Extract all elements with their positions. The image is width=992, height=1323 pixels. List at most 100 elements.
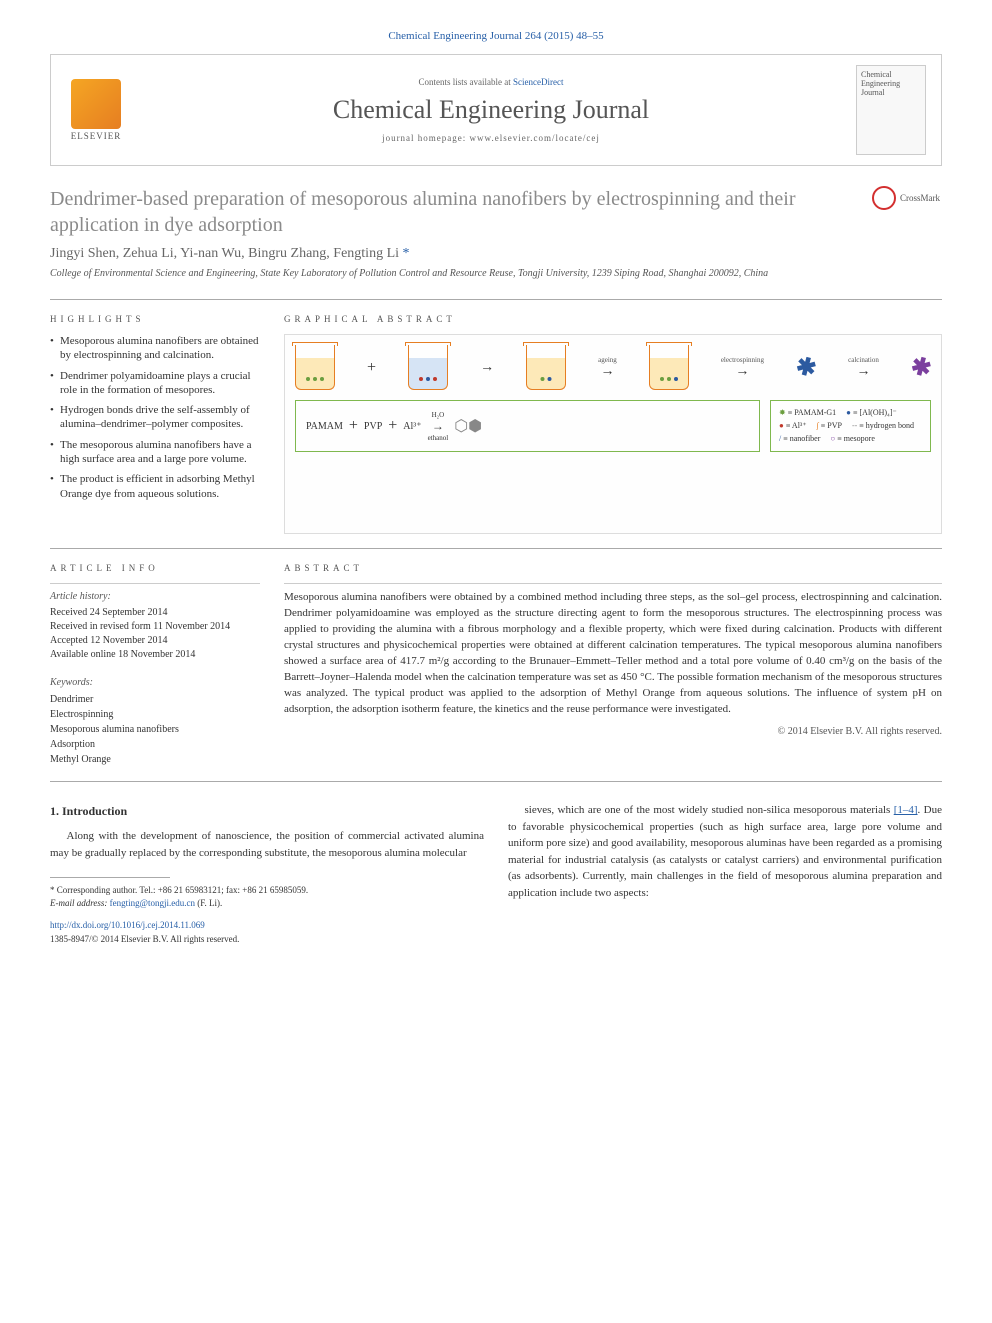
homepage-prefix: journal homepage: <box>382 133 469 143</box>
email-who: (F. Li). <box>195 898 222 908</box>
divider <box>284 583 942 584</box>
cover-line-1: Chemical <box>861 70 921 79</box>
email-label: E-mail address: <box>50 898 110 908</box>
highlight-item: Hydrogen bonds drive the self-assembly o… <box>50 403 260 432</box>
nanofiber-icon: ✱ <box>793 351 820 384</box>
highlight-item: The product is efficient in adsorbing Me… <box>50 472 260 501</box>
article-history: Article history: Received 24 September 2… <box>50 590 260 662</box>
legend-al3: ● ≡ Al³⁺ <box>779 420 807 433</box>
highlight-item: Mesoporous alumina nanofibers are obtain… <box>50 334 260 363</box>
arrow-icon: → <box>856 364 870 380</box>
corresponding-author-footnote: * Corresponding author. Tel.: +86 21 659… <box>50 884 484 909</box>
citation-header: Chemical Engineering Journal 264 (2015) … <box>50 30 942 42</box>
highlights-list: Mesoporous alumina nanofibers are obtain… <box>50 334 260 501</box>
footnote-separator <box>50 877 170 878</box>
journal-homepage-line: journal homepage: www.elsevier.com/locat… <box>126 133 856 143</box>
ga-formula-row: PAMAM + PVP + Al³⁺ H₂O → ethanol ⬡⬢ <box>295 400 931 452</box>
keyword-item: Electrospinning <box>50 707 260 722</box>
keyword-item: Methyl Orange <box>50 752 260 767</box>
formula-al: Al³⁺ <box>403 421 421 432</box>
reference-link[interactable]: [1–4] <box>894 804 918 816</box>
graphical-abstract: + → ageing → electrospinning → ✱ <box>284 334 942 534</box>
plus-icon: + <box>367 359 376 377</box>
authors-names: Jingyi Shen, Zehua Li, Yi-nan Wu, Bingru… <box>50 246 403 261</box>
contents-available-line: Contents lists available at ScienceDirec… <box>126 77 856 87</box>
legend-aloh: ● ≡ [Al(OH)₄]⁻ <box>846 407 897 420</box>
corresponding-email-link[interactable]: fengting@tongji.edu.cn <box>110 898 195 908</box>
keyword-item: Mesoporous alumina nanofibers <box>50 722 260 737</box>
nanofiber-icon: ✱ <box>907 351 934 384</box>
keyword-item: Adsorption <box>50 737 260 752</box>
highlight-item: Dendrimer polyamidoamine plays a crucial… <box>50 369 260 398</box>
arrow-icon: → <box>735 364 749 380</box>
body-paragraph: sieves, which are one of the most widely… <box>508 802 942 901</box>
history-label: Article history: <box>50 590 260 604</box>
journal-name: Chemical Engineering Journal <box>126 95 856 125</box>
history-received: Received 24 September 2014 <box>50 606 260 620</box>
cover-line-3: Journal <box>861 88 921 97</box>
highlight-item: The mesoporous alumina nanofibers have a… <box>50 438 260 467</box>
formula-box: PAMAM + PVP + Al³⁺ H₂O → ethanol ⬡⬢ <box>295 400 760 452</box>
contents-prefix: Contents lists available at <box>419 77 513 87</box>
elsevier-logo: ELSEVIER <box>66 75 126 145</box>
crossmark-label: CrossMark <box>900 193 940 203</box>
beaker-icon <box>526 345 566 390</box>
cover-line-2: Engineering <box>861 79 921 88</box>
legend-mesopore: ○ ≡ mesopore <box>830 433 874 446</box>
sciencedirect-link[interactable]: ScienceDirect <box>513 77 563 87</box>
graphical-abstract-label: GRAPHICAL ABSTRACT <box>284 314 942 324</box>
abstract-label: ABSTRACT <box>284 563 942 573</box>
history-online: Available online 18 November 2014 <box>50 648 260 662</box>
keywords-block: Keywords: Dendrimer Electrospinning Meso… <box>50 676 260 767</box>
formula-h2o: H₂O <box>432 411 445 419</box>
footnote-tel-fax: * Corresponding author. Tel.: +86 21 659… <box>50 884 484 897</box>
keyword-item: Dendrimer <box>50 692 260 707</box>
legend-hbond: -- ≡ hydrogen bond <box>852 420 914 433</box>
elsevier-label: ELSEVIER <box>71 131 122 141</box>
divider <box>50 299 942 300</box>
arrow-icon: → <box>480 360 494 376</box>
doi-link[interactable]: http://dx.doi.org/10.1016/j.cej.2014.11.… <box>50 920 205 930</box>
keywords-label: Keywords: <box>50 676 260 690</box>
highlights-label: HIGHLIGHTS <box>50 314 260 324</box>
plus-icon: + <box>388 417 397 435</box>
journal-cover-thumbnail: Chemical Engineering Journal <box>856 65 926 155</box>
journal-banner: ELSEVIER Contents lists available at Sci… <box>50 54 942 166</box>
legend-pvp: ∫ ≡ PVP <box>817 420 842 433</box>
authors-line: Jingyi Shen, Zehua Li, Yi-nan Wu, Bingru… <box>50 246 942 262</box>
divider <box>50 781 942 782</box>
crossmark-icon <box>872 186 896 210</box>
abstract-text: Mesoporous alumina nanofibers were obtai… <box>284 590 942 718</box>
history-revised: Received in revised form 11 November 201… <box>50 620 260 634</box>
article-title: Dendrimer-based preparation of mesoporou… <box>50 186 872 238</box>
homepage-url: www.elsevier.com/locate/cej <box>470 133 600 143</box>
arrow-label-calcination: calcination <box>848 356 879 364</box>
arrow-icon: → <box>432 419 444 434</box>
corresponding-marker: * <box>403 246 410 261</box>
arrow-label-ageing: ageing <box>598 356 617 364</box>
body-column-right: sieves, which are one of the most widely… <box>508 802 942 946</box>
legend-nanofiber: / ≡ nanofiber <box>779 433 820 446</box>
body-column-left: 1. Introduction Along with the developme… <box>50 802 484 946</box>
plus-icon: + <box>349 417 358 435</box>
ga-process-row: + → ageing → electrospinning → ✱ <box>295 345 931 390</box>
beaker-icon <box>649 345 689 390</box>
issn-copyright: 1385-8947/© 2014 Elsevier B.V. All right… <box>50 933 484 947</box>
formula-pvp: PVP <box>364 421 382 432</box>
divider <box>50 583 260 584</box>
arrow-icon: → <box>600 364 614 380</box>
intro-heading: 1. Introduction <box>50 802 484 820</box>
formula-pamam: PAMAM <box>306 421 343 432</box>
body-paragraph: Along with the development of nanoscienc… <box>50 828 484 861</box>
article-info-label: ARTICLE INFO <box>50 563 260 573</box>
beaker-icon <box>295 345 335 390</box>
affiliation: College of Environmental Science and Eng… <box>50 268 942 279</box>
abstract-copyright: © 2014 Elsevier B.V. All rights reserved… <box>284 726 942 737</box>
crossmark-badge[interactable]: CrossMark <box>872 186 942 210</box>
history-accepted: Accepted 12 November 2014 <box>50 634 260 648</box>
legend-pamam: ✸ ≡ PAMAM-G1 <box>779 407 836 420</box>
legend-box: ✸ ≡ PAMAM-G1 ● ≡ [Al(OH)₄]⁻ ● ≡ Al³⁺ ∫ ≡… <box>770 400 931 452</box>
formula-ethanol: ethanol <box>428 434 449 442</box>
beaker-icon <box>408 345 448 390</box>
divider <box>50 548 942 549</box>
